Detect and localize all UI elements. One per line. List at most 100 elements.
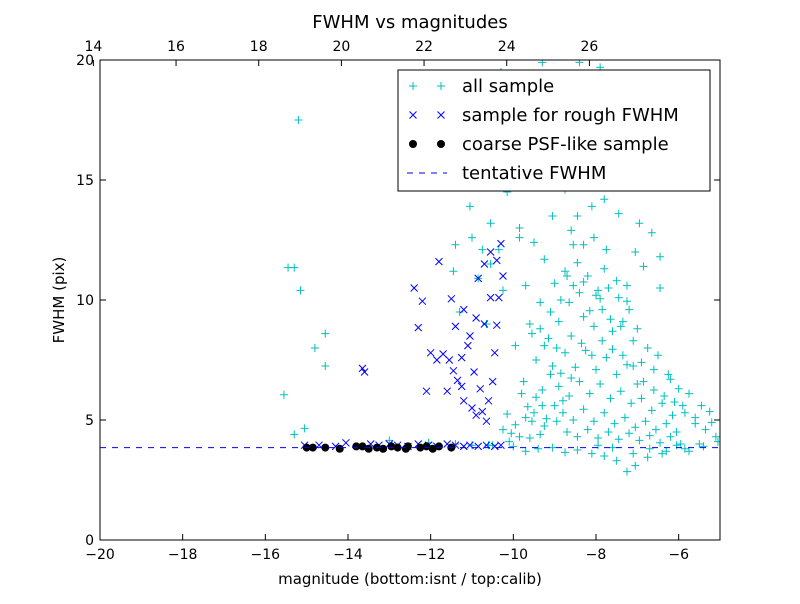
- data-point: [575, 377, 584, 386]
- data-point: [701, 425, 710, 434]
- data-point: [418, 297, 427, 306]
- data-point: [536, 430, 545, 439]
- data-point: [656, 284, 665, 292]
- data-point: [451, 322, 460, 331]
- data-point: [476, 384, 485, 393]
- data-point: [554, 382, 563, 391]
- data-point: [623, 467, 631, 476]
- data-point: [649, 365, 658, 374]
- data-point: [589, 322, 598, 331]
- legend-label: tentative FWHM: [462, 163, 606, 184]
- data-point: [651, 425, 660, 434]
- data-point: [525, 434, 534, 442]
- data-point: [552, 417, 561, 426]
- data-point: [393, 443, 402, 452]
- data-point: [527, 329, 536, 338]
- data-point: [542, 414, 551, 423]
- data-point: [422, 442, 431, 451]
- data-point: [633, 380, 642, 388]
- top-x-tick-label: 16: [167, 39, 185, 55]
- data-point: [511, 420, 520, 429]
- data-point: [532, 356, 541, 364]
- top-x-tick-label: 18: [250, 39, 268, 55]
- data-point: [627, 399, 636, 408]
- data-point: [490, 348, 499, 357]
- data-point: [649, 386, 658, 394]
- data-point: [468, 404, 476, 412]
- x-tick-label: −12: [416, 547, 446, 563]
- data-point: [608, 345, 617, 354]
- data-point: [490, 442, 499, 451]
- data-point: [654, 351, 662, 360]
- data-point: [585, 389, 594, 398]
- data-point: [443, 387, 452, 396]
- data-point: [352, 442, 361, 451]
- data-point: [474, 274, 483, 283]
- data-point: [614, 293, 623, 302]
- data-point: [505, 437, 514, 446]
- data-point: [573, 212, 582, 220]
- data-point: [625, 429, 634, 438]
- data-point: [447, 294, 456, 303]
- top-x-tick-label: 22: [415, 39, 433, 55]
- data-point: [587, 202, 596, 211]
- data-point: [598, 305, 607, 314]
- data-point: [666, 375, 675, 384]
- data-point: [631, 248, 640, 256]
- data-point: [604, 284, 613, 292]
- data-point: [685, 389, 693, 398]
- data-point: [635, 436, 644, 445]
- data-point: [335, 444, 344, 453]
- x-tick-label: −14: [333, 547, 363, 563]
- data-point: [571, 363, 580, 372]
- data-point: [606, 315, 615, 324]
- data-point: [662, 419, 671, 428]
- data-point: [457, 382, 466, 391]
- legend-item-coarse-psf-like-sample: coarse PSF-like sample: [409, 134, 669, 155]
- data-point: [579, 240, 588, 249]
- data-point: [579, 405, 588, 414]
- data-point: [453, 376, 462, 385]
- data-point: [575, 60, 584, 67]
- data-point: [439, 350, 447, 358]
- data-point: [592, 365, 600, 374]
- data-point: [647, 228, 656, 237]
- data-point: [587, 351, 596, 360]
- data-point: [705, 407, 714, 416]
- data-point: [532, 393, 541, 402]
- data-point: [540, 255, 549, 264]
- data-point: [567, 332, 576, 340]
- data-point: [573, 432, 582, 441]
- data-point: [596, 294, 605, 303]
- legend-marker: [437, 82, 445, 90]
- data-point: [492, 256, 501, 265]
- data-point: [290, 263, 299, 272]
- data-point: [666, 432, 675, 441]
- data-point: [660, 392, 669, 400]
- data-point: [656, 438, 665, 447]
- data-point: [711, 432, 720, 441]
- data-point: [699, 442, 708, 451]
- data-point: [435, 257, 443, 266]
- legend-label: all sample: [462, 76, 554, 97]
- data-point: [499, 425, 507, 434]
- data-point: [403, 442, 412, 451]
- data-point: [567, 374, 576, 382]
- data-point: [625, 305, 634, 314]
- data-point: [459, 305, 468, 314]
- data-point: [422, 387, 431, 396]
- data-point: [294, 116, 303, 124]
- data-point: [676, 440, 685, 448]
- data-point: [523, 402, 532, 411]
- data-point: [629, 336, 638, 345]
- data-point: [521, 447, 530, 456]
- data-point: [600, 264, 609, 273]
- y-axis-label: FWHM (pix): [50, 257, 68, 344]
- data-point: [589, 233, 598, 242]
- y-tick-label: 20: [76, 53, 94, 69]
- data-point: [459, 442, 468, 451]
- data-point: [540, 341, 549, 350]
- data-point: [639, 262, 648, 271]
